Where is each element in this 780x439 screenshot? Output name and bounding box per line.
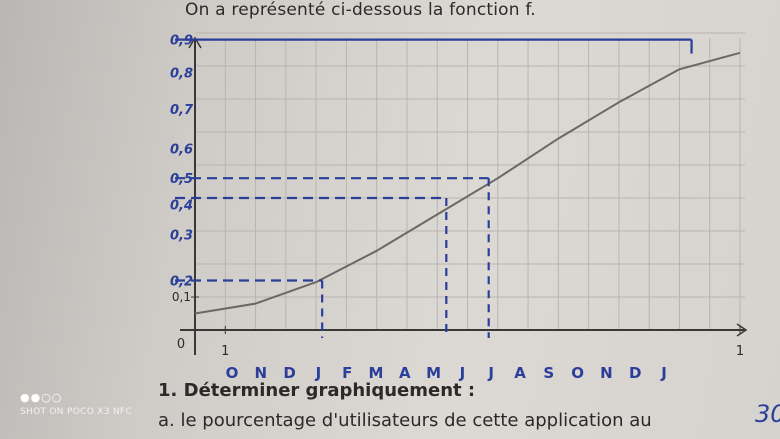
month-label: J: [459, 364, 466, 382]
month-label: N: [255, 364, 268, 382]
question-a: a. le pourcentage d'utilisateurs de cett…: [158, 410, 652, 431]
watermark-text: SHOT ON POCO X3 NFC: [20, 407, 132, 417]
x-tick-label: 0: [177, 337, 185, 352]
month-label: D: [283, 364, 295, 382]
month-label: J: [487, 364, 494, 382]
handwritten-y-label: 0,2: [170, 275, 193, 290]
handwritten-y-label: 0,5: [170, 172, 193, 187]
x-tick-label: 1: [736, 344, 744, 359]
month-label: O: [571, 364, 584, 382]
month-label: M: [369, 364, 384, 382]
question-1: 1. Déterminer graphiquement :: [158, 380, 476, 401]
month-label: A: [399, 364, 411, 382]
y-axis-arrow-icon: [188, 36, 202, 49]
y-tick-label: 0,1: [172, 290, 191, 304]
month-label: D: [629, 364, 641, 382]
margin-scribble: 30: [755, 400, 780, 428]
handwritten-y-label: 0,4: [170, 199, 193, 214]
month-label: A: [514, 364, 526, 382]
month-label: F: [342, 364, 352, 382]
month-label: S: [543, 364, 554, 382]
handwritten-y-label: 0,8: [170, 67, 193, 82]
watermark-dots: ●●○○: [20, 391, 63, 404]
handwritten-y-label: 0,3: [170, 228, 193, 243]
handwritten-y-label: 0,6: [170, 143, 193, 158]
month-label: M: [426, 364, 441, 382]
handwritten-y-label: 0,7: [170, 103, 194, 118]
month-label: J: [660, 364, 667, 382]
month-label: O: [226, 364, 239, 382]
handwritten-y-label: 0,9: [170, 34, 193, 49]
x-tick-label: 1: [221, 344, 229, 359]
month-label: N: [600, 364, 613, 382]
month-label: J: [315, 364, 322, 382]
function-curve: [194, 51, 741, 315]
intro-text: On a représenté ci-dessous la fonction f…: [185, 0, 536, 20]
